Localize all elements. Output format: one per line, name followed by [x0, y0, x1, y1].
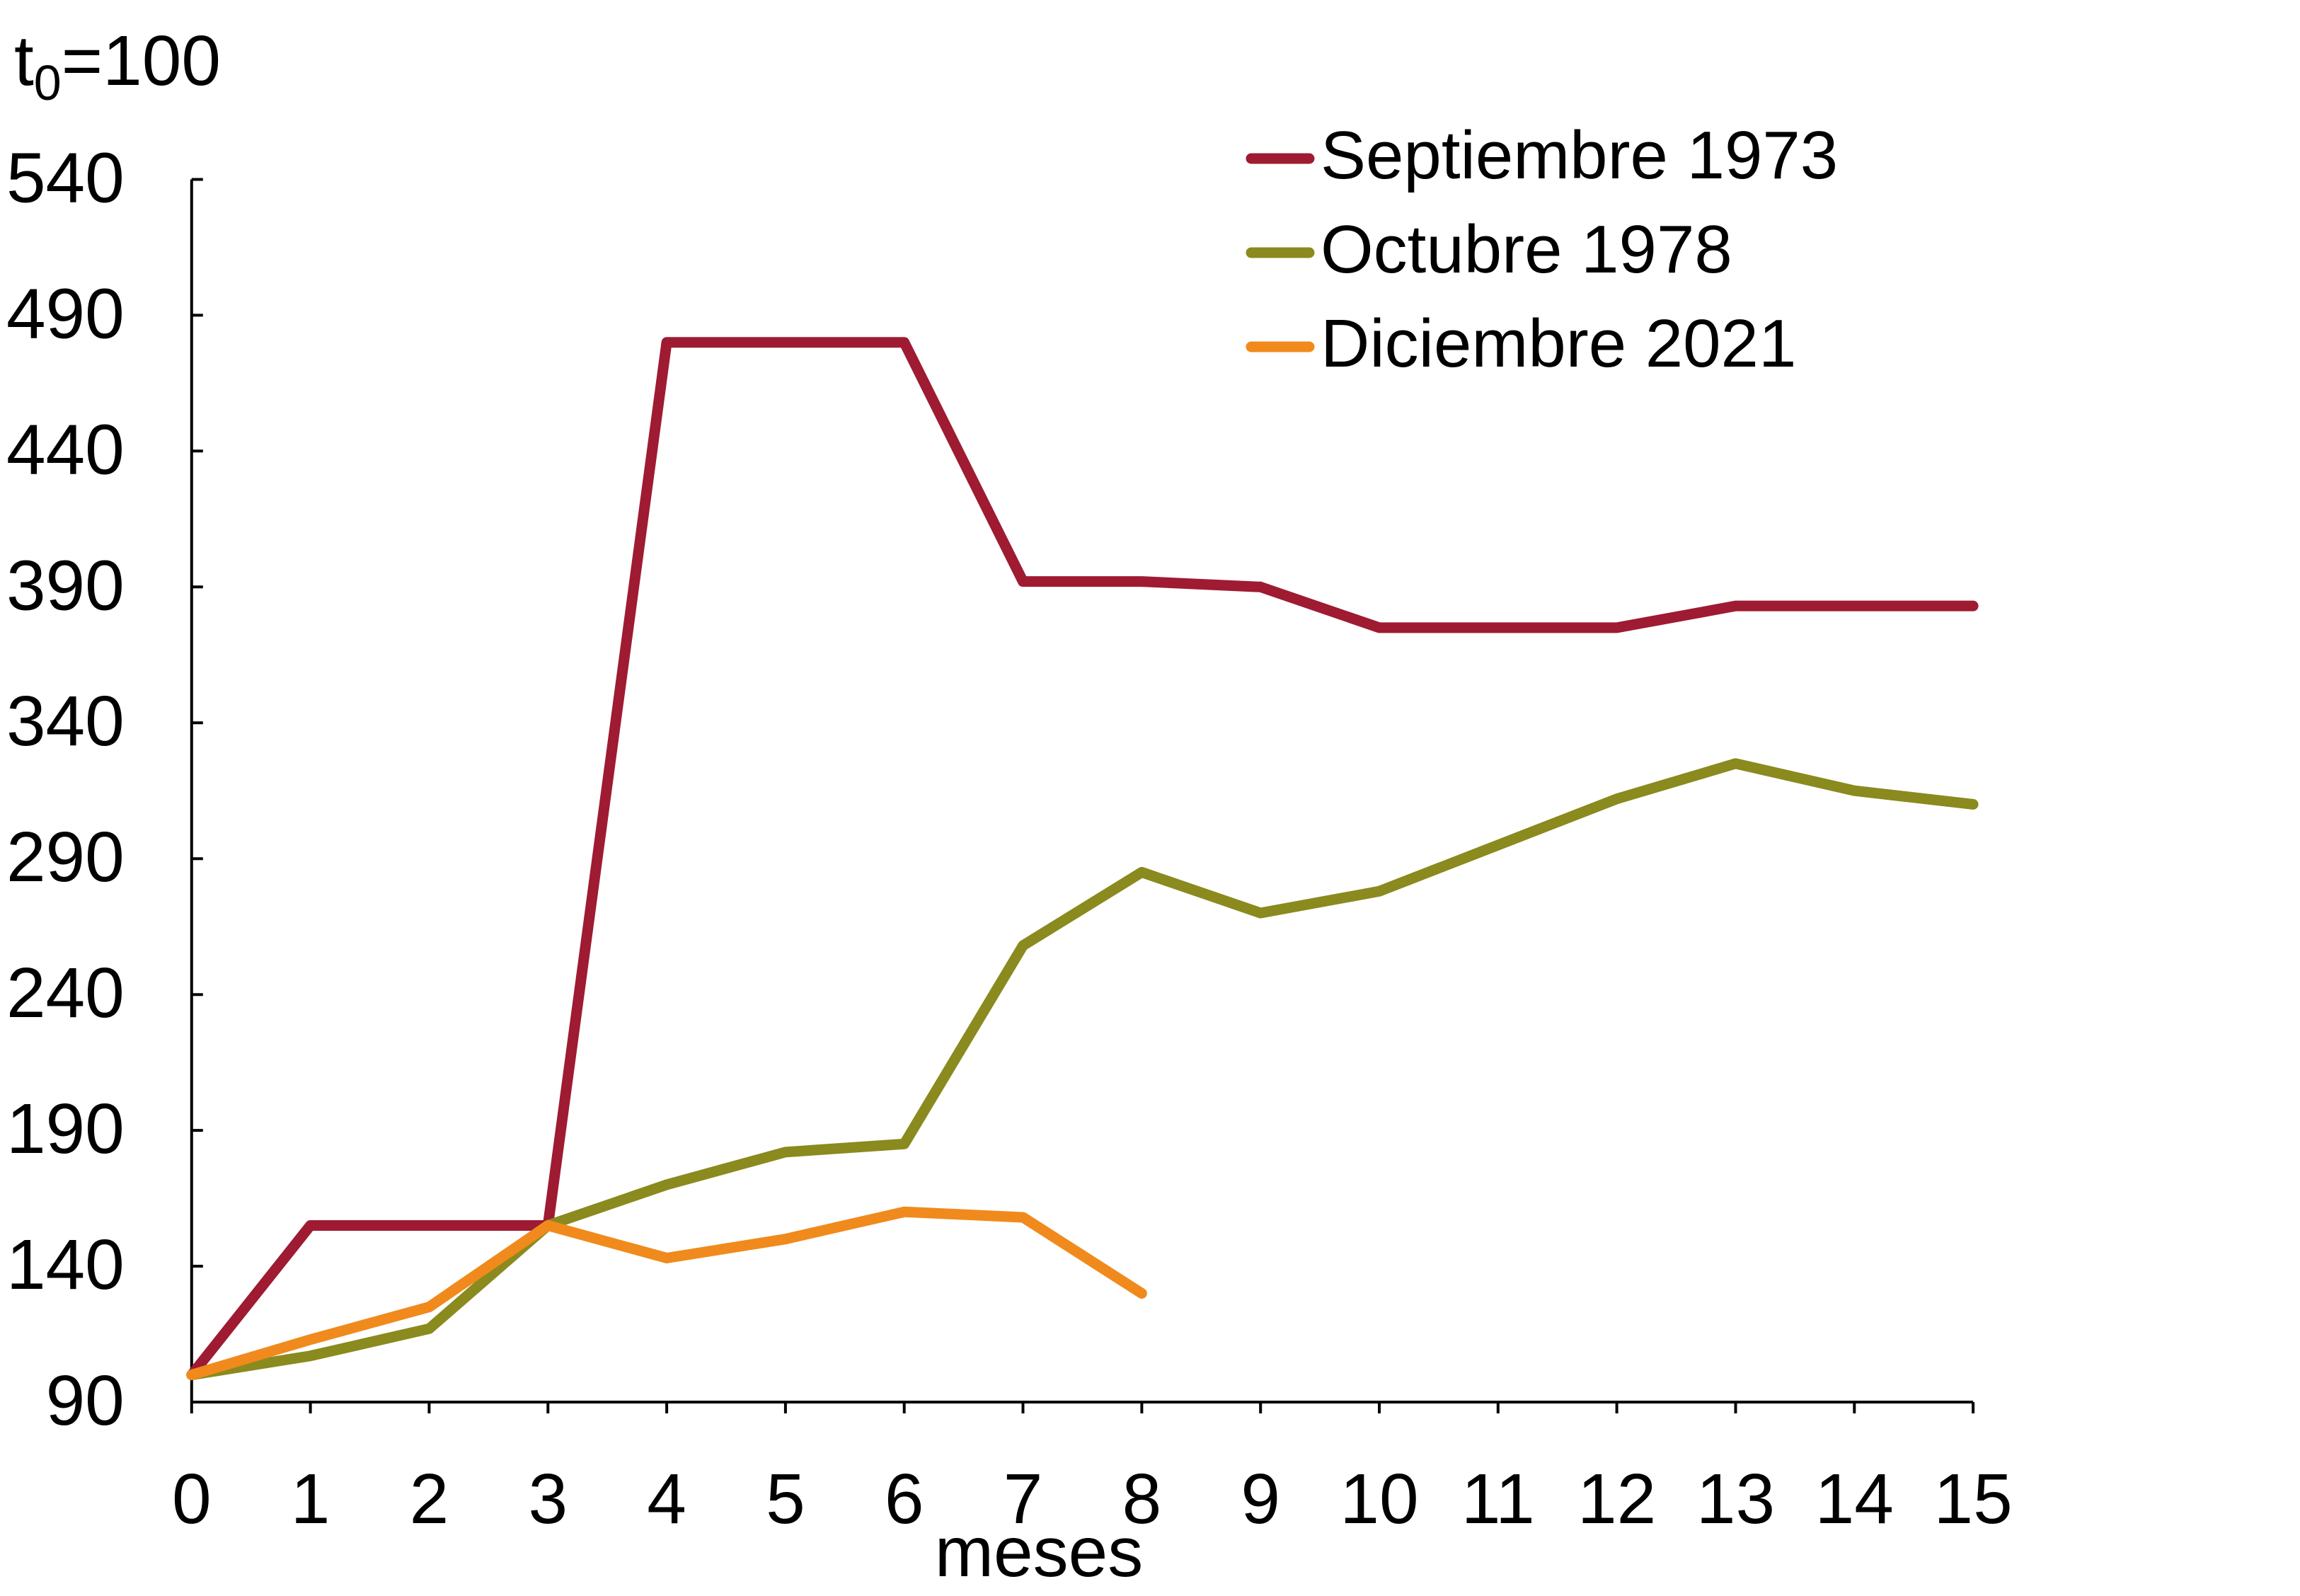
svg-text:340: 340	[6, 682, 125, 761]
svg-text:12: 12	[1577, 1459, 1656, 1539]
svg-text:490: 490	[6, 274, 125, 353]
svg-text:Octubre 1978: Octubre 1978	[1321, 212, 1732, 287]
svg-text:540: 540	[6, 139, 125, 218]
svg-text:5: 5	[766, 1459, 805, 1539]
svg-text:190: 190	[6, 1089, 125, 1169]
svg-text:6: 6	[885, 1459, 924, 1539]
svg-text:14: 14	[1815, 1459, 1894, 1539]
svg-text:90: 90	[46, 1361, 125, 1440]
svg-text:3: 3	[528, 1459, 568, 1539]
svg-text:140: 140	[6, 1225, 125, 1304]
svg-text:440: 440	[6, 410, 125, 489]
svg-text:2: 2	[410, 1459, 449, 1539]
svg-text:15: 15	[1933, 1459, 2012, 1539]
svg-text:13: 13	[1696, 1459, 1775, 1539]
svg-text:240: 240	[6, 953, 125, 1033]
svg-text:0: 0	[172, 1459, 212, 1539]
svg-text:4: 4	[647, 1459, 686, 1539]
svg-text:t0=100: t0=100	[14, 21, 221, 110]
svg-text:1: 1	[291, 1459, 330, 1539]
svg-text:meses: meses	[935, 1512, 1144, 1592]
svg-text:Septiembre 1973: Septiembre 1973	[1321, 117, 1838, 193]
svg-text:11: 11	[1461, 1459, 1535, 1539]
svg-text:10: 10	[1340, 1459, 1418, 1539]
svg-text:Diciembre 2021: Diciembre 2021	[1321, 306, 1796, 381]
svg-text:290: 290	[6, 817, 125, 897]
svg-text:390: 390	[6, 546, 125, 625]
svg-text:9: 9	[1241, 1459, 1280, 1539]
